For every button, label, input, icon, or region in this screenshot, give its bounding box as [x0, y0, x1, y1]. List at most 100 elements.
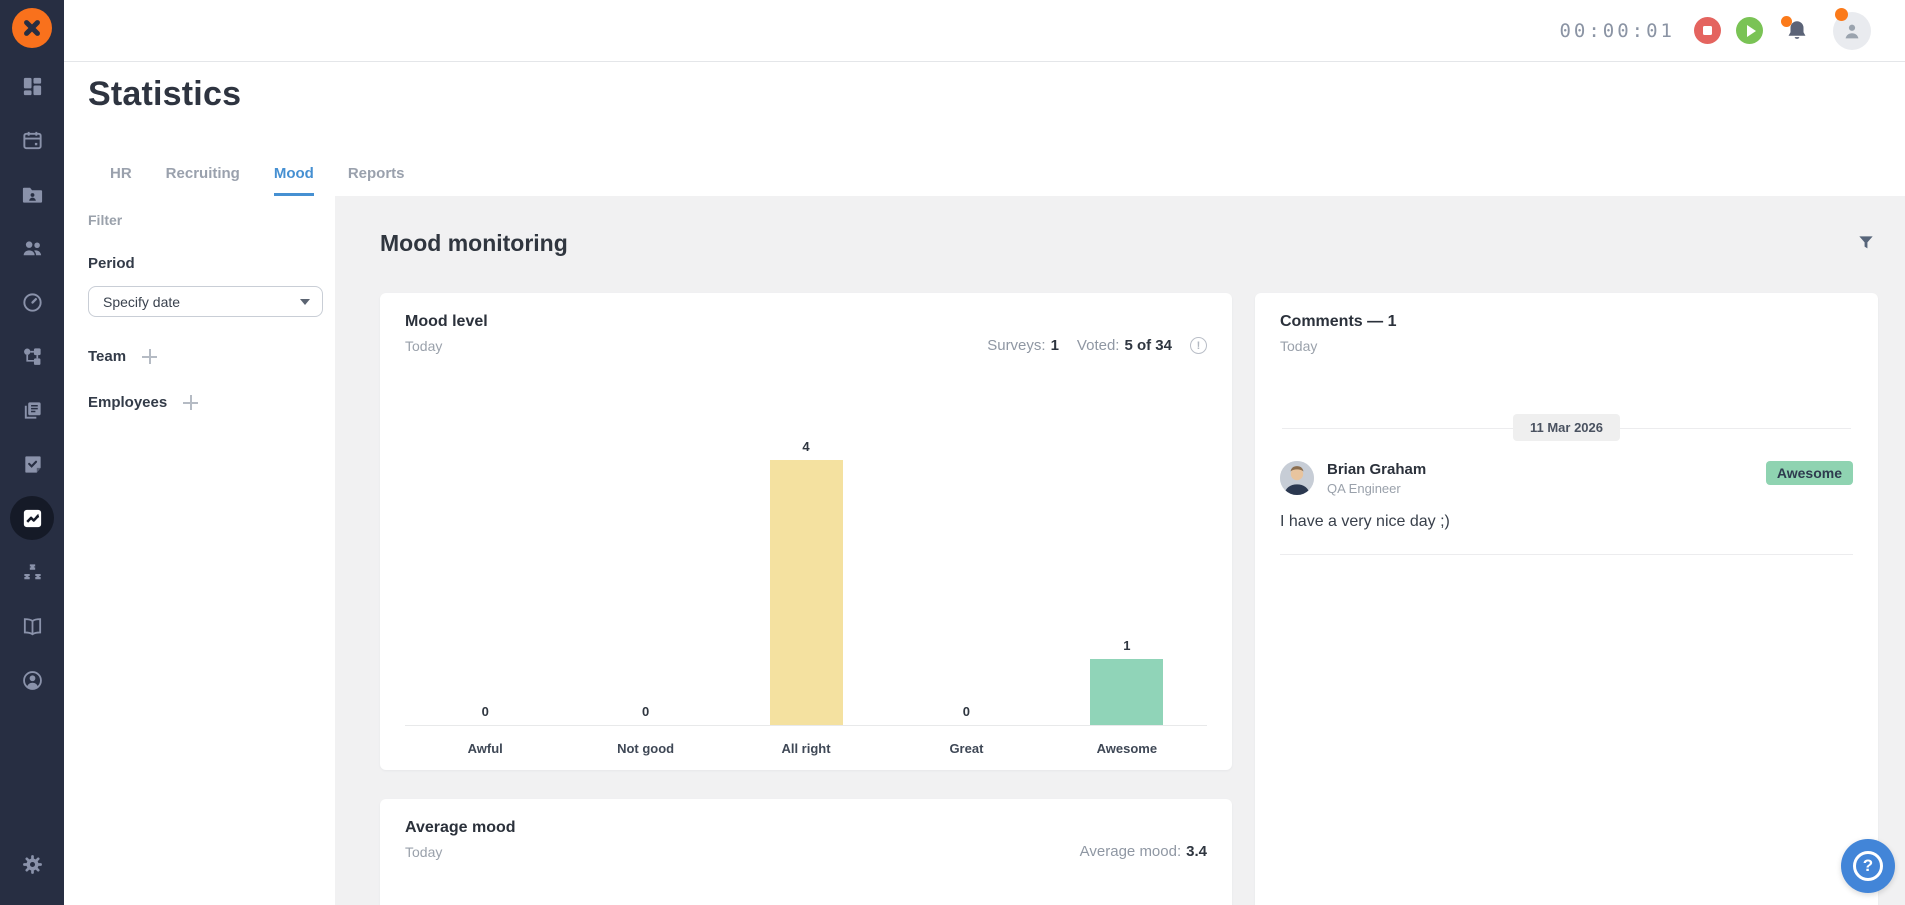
sidebar-item-dashboard[interactable] — [0, 59, 64, 113]
notification-badge — [1781, 15, 1792, 27]
bar-value-label: 1 — [1123, 638, 1131, 653]
tab-recruiting[interactable]: Recruiting — [165, 165, 240, 182]
user-menu-button[interactable] — [1833, 7, 1871, 50]
tab-hr[interactable]: HR — [110, 165, 132, 182]
average-mood-stat: Average mood: 3.4 — [1079, 843, 1207, 860]
avatar — [1833, 11, 1871, 50]
bar-category-label: Not good — [617, 741, 675, 756]
play-icon — [1746, 24, 1756, 37]
settings-gear-icon — [22, 854, 42, 874]
author-photo — [1280, 461, 1314, 495]
add-employees-filter-button[interactable] — [183, 395, 199, 410]
sidebar-nav — [0, 59, 64, 707]
comment-author-name: Brian Graham — [1327, 461, 1427, 478]
team-label: Team — [88, 348, 127, 365]
mood-status-badge: Awesome — [1765, 461, 1853, 485]
card-title: Comments — 1 — [1280, 313, 1397, 330]
sidebar-item-profile[interactable] — [0, 653, 64, 707]
stop-timer-button[interactable] — [1694, 17, 1721, 44]
person-icon — [1845, 24, 1859, 38]
comment-author-avatar — [1280, 461, 1314, 495]
sidebar-item-org-structure[interactable] — [0, 545, 64, 599]
calendar-icon — [22, 131, 42, 149]
comment-item: Brian Graham QA Engineer Awesome — [1280, 461, 1853, 496]
active-item-highlight — [10, 496, 54, 540]
statistics-chart-icon — [23, 509, 41, 527]
stop-icon — [1703, 26, 1712, 35]
topbar: 00:00:01 — [64, 0, 1905, 62]
sidebar-item-people[interactable] — [0, 221, 64, 275]
main-area: Mood monitoring Mood level Today — [335, 196, 1905, 905]
filter-heading: Filter — [88, 212, 123, 228]
bar-rect — [1090, 659, 1164, 725]
question-mark-icon: ? — [1853, 851, 1883, 881]
date-badge: 11 Mar 2026 — [1512, 414, 1620, 441]
info-icon[interactable]: ! — [1190, 337, 1207, 354]
period-label: Period — [88, 255, 135, 272]
sidebar-item-performance[interactable] — [0, 275, 64, 329]
page-header: Statistics HR Recruiting Mood Reports — [64, 63, 1905, 196]
bar-value-label: 4 — [802, 439, 810, 454]
sidebar-item-knowledge-base[interactable] — [0, 599, 64, 653]
sidebar-item-statistics[interactable] — [0, 491, 64, 545]
card-subtitle: Today — [405, 844, 443, 860]
help-button[interactable]: ? — [1841, 839, 1895, 893]
org-structure-icon — [23, 563, 41, 579]
sidebar-item-news[interactable] — [0, 383, 64, 437]
comment-divider — [1280, 554, 1853, 555]
bar-category-label: Awesome — [1096, 741, 1158, 756]
bar-rect — [769, 460, 843, 725]
people-icon — [23, 240, 41, 255]
date-separator: 11 Mar 2026 — [1280, 414, 1853, 441]
dashboard-icon — [23, 77, 41, 95]
bar-not-good: 0 — [565, 704, 725, 725]
news-feed-icon — [24, 401, 41, 419]
profile-icon — [22, 670, 42, 690]
bar-category-label: Awful — [467, 741, 503, 756]
card-title: Average mood — [405, 819, 516, 836]
employees-label: Employees — [88, 394, 168, 411]
add-team-filter-button[interactable] — [142, 349, 158, 364]
period-select[interactable]: Specify date — [88, 286, 323, 317]
bar-category-label: All right — [781, 741, 831, 756]
section-heading: Mood monitoring — [380, 229, 568, 256]
bar-category-label: Great — [949, 741, 984, 756]
workflow-icon — [23, 347, 41, 365]
card-subtitle: Today — [1280, 338, 1318, 354]
tasks-icon — [24, 455, 41, 473]
sidebar-item-employees[interactable] — [0, 167, 64, 221]
chevron-down-icon — [300, 298, 310, 305]
sidebar-item-settings[interactable] — [0, 837, 64, 891]
bar-value-label: 0 — [962, 704, 971, 719]
employee-folder-icon — [22, 187, 42, 203]
surveys-stat: Surveys: 1 — [987, 337, 1059, 354]
mood-bar-chart: 0 0 4 0 1 Awful Not good All right Great Awesome — [405, 439, 1207, 756]
bar-great: 0 — [886, 704, 1046, 725]
comments-card: Comments — 1 Today 11 Mar 2026 — [1255, 293, 1878, 905]
time-tracker-display: 00:00:01 — [1559, 19, 1675, 42]
bar-all-right: 4 — [726, 439, 886, 725]
funnel-icon[interactable] — [1856, 233, 1876, 253]
bell-icon — [1788, 20, 1806, 39]
comment-text: I have a very nice day ;) — [1280, 513, 1450, 530]
bar-value-label: 0 — [481, 704, 489, 719]
pinwheel-icon — [24, 20, 40, 36]
sidebar-item-calendar[interactable] — [0, 113, 64, 167]
notifications-button[interactable] — [1781, 15, 1810, 44]
average-mood-card: Average mood Today Average mood: 3.4 — [380, 799, 1232, 905]
filter-panel: Filter Period Specify date Team Employee… — [64, 196, 335, 905]
user-notification-badge — [1835, 7, 1848, 21]
right-column: Comments — 1 Today 11 Mar 2026 — [1255, 293, 1878, 905]
tabs-bar: HR Recruiting Mood Reports — [110, 165, 405, 196]
bar-awful: 0 — [405, 704, 565, 725]
bar-value-label: 0 — [641, 704, 650, 719]
left-column: Mood level Today Surveys: 1 Voted: 5 of 34… — [380, 293, 1232, 905]
sidebar-item-workflows[interactable] — [0, 329, 64, 383]
tab-mood[interactable]: Mood — [273, 165, 314, 196]
start-timer-button[interactable] — [1736, 17, 1763, 44]
knowledge-book-icon — [23, 617, 41, 635]
tab-reports[interactable]: Reports — [347, 165, 405, 182]
brand-pinwheel-logo[interactable] — [12, 8, 52, 48]
comment-author-role: QA Engineer — [1327, 481, 1401, 496]
sidebar-item-tasks[interactable] — [0, 437, 64, 491]
